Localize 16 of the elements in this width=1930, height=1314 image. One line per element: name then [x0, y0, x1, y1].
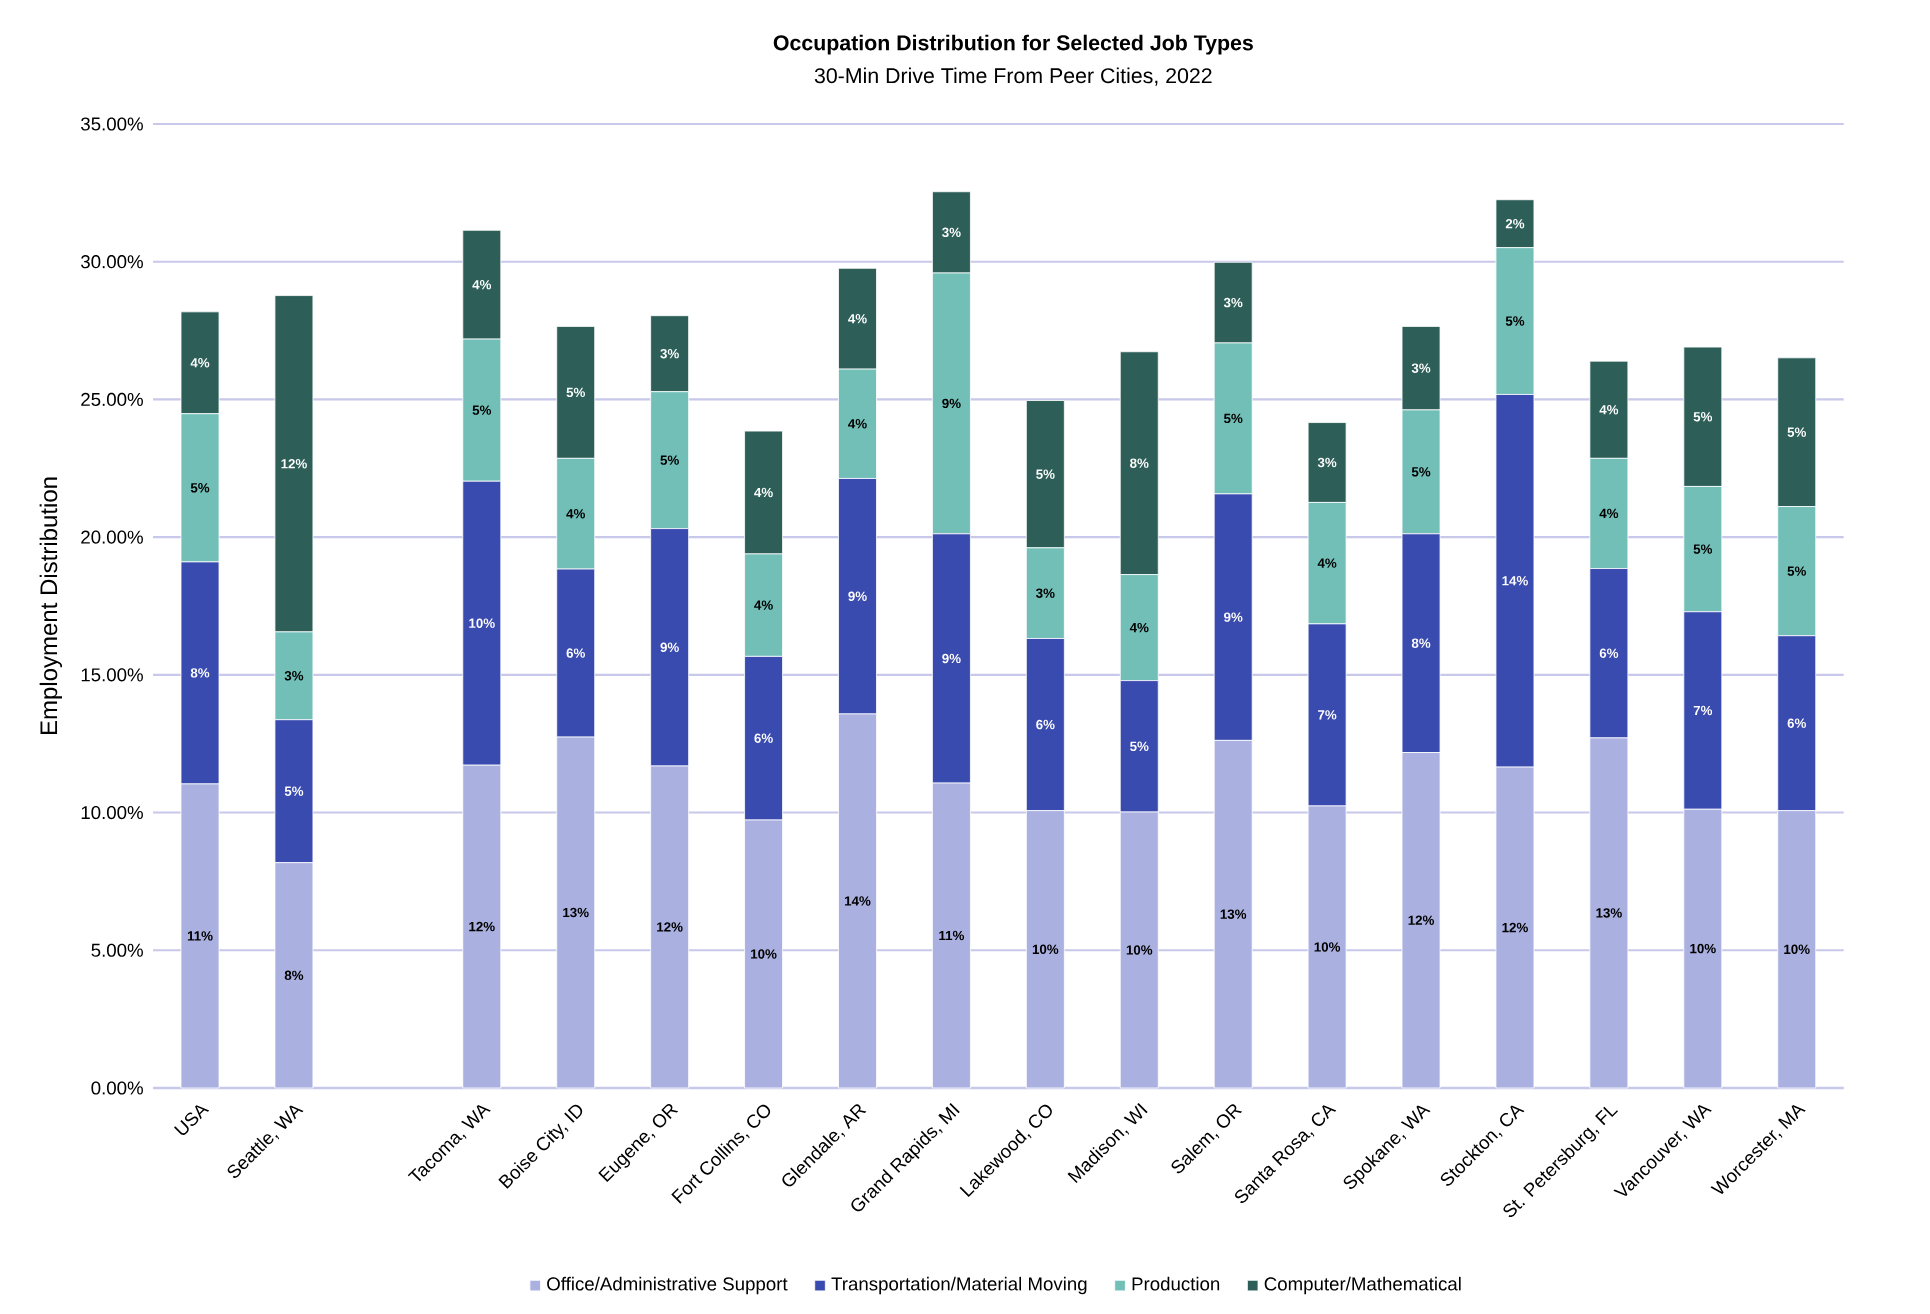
y-tick-label: 30.00% [81, 255, 143, 269]
chart-subtitle: 30-Min Drive Time From Peer Cities, 2022 [814, 67, 1212, 86]
y-tick-label: 20.00% [81, 530, 143, 544]
legend-label: Transportation/Material Moving [831, 1276, 1087, 1295]
legend-label: Production [1132, 1276, 1220, 1291]
legend-label: Office/Administrative Support [547, 1276, 788, 1295]
y-tick-label: 5.00% [91, 943, 143, 957]
chart-title: Occupation Distribution for Selected Job Types [773, 34, 1253, 55]
x-tick-label: USA [174, 1105, 210, 1135]
y-tick-label: 35.00% [81, 117, 143, 131]
y-tick-label: 25.00% [81, 392, 143, 407]
legend-label: Computer/Mathematical [1264, 1276, 1461, 1295]
y-tick-label: 0.00% [91, 1081, 143, 1095]
y-tick-label: 10.00% [81, 805, 143, 820]
y-tick-label: 15.00% [81, 668, 143, 682]
y-axis-title: Employment Distribution [39, 477, 63, 735]
